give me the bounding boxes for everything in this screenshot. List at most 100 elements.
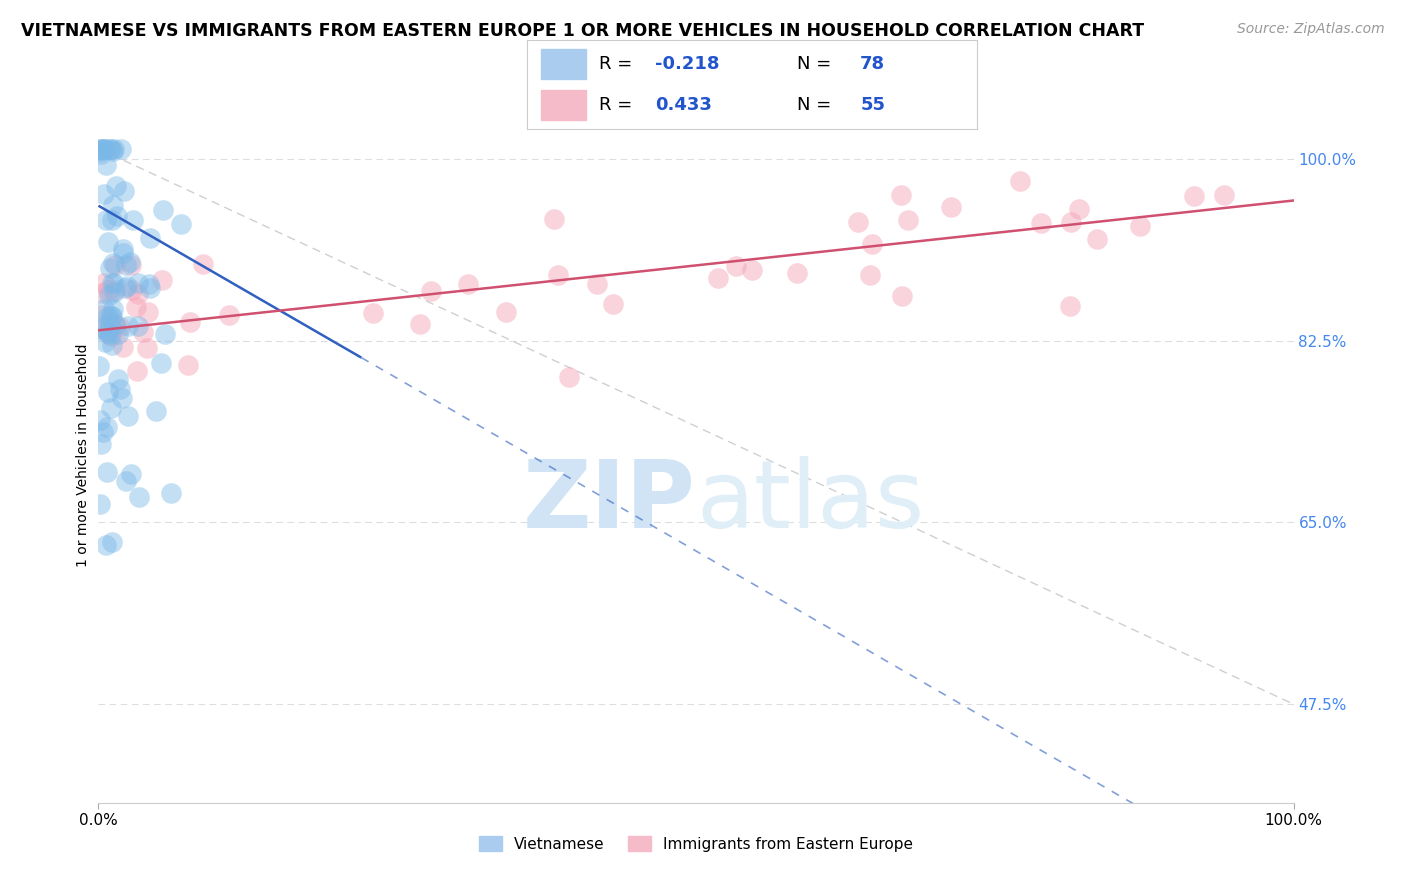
Point	[98, 260, 121, 275]
Y-axis label: 1 or more Vehicles in Household: 1 or more Vehicles in Household	[76, 343, 90, 566]
Point	[98, 314, 121, 328]
Point	[420, 284, 443, 298]
Point	[104, 258, 127, 272]
Point	[103, 285, 125, 299]
Point	[97, 326, 120, 340]
Point	[127, 318, 149, 333]
Point	[846, 215, 869, 229]
Point	[122, 213, 145, 227]
Point	[100, 309, 122, 323]
Point	[104, 317, 127, 331]
Point	[104, 283, 127, 297]
Point	[87, 322, 110, 336]
Point	[139, 231, 162, 245]
Point	[90, 436, 112, 450]
Point	[93, 142, 115, 156]
Point	[100, 326, 122, 341]
Point	[114, 258, 136, 272]
Point	[96, 213, 118, 227]
Point	[1085, 232, 1108, 246]
Point	[218, 308, 240, 322]
Text: 78: 78	[860, 55, 886, 73]
Point	[138, 277, 160, 291]
Point	[858, 268, 880, 282]
Point	[361, 306, 384, 320]
Point	[104, 179, 127, 194]
Point	[93, 301, 115, 316]
Text: atlas: atlas	[696, 456, 924, 548]
Point	[97, 384, 120, 399]
Point	[103, 142, 125, 156]
Point	[741, 263, 763, 277]
Text: -0.218: -0.218	[655, 55, 720, 73]
Text: Source: ZipAtlas.com: Source: ZipAtlas.com	[1237, 22, 1385, 37]
Point	[89, 142, 111, 156]
Point	[725, 259, 748, 273]
Point	[101, 144, 124, 158]
Point	[112, 184, 135, 198]
Point	[125, 301, 148, 315]
Point	[89, 497, 111, 511]
Point	[94, 334, 117, 349]
Text: 0.433: 0.433	[655, 96, 713, 114]
Point	[121, 283, 143, 297]
Point	[97, 283, 120, 297]
Point	[114, 281, 136, 295]
Point	[890, 188, 912, 202]
Point	[111, 246, 134, 260]
Point	[149, 356, 172, 370]
Point	[495, 305, 517, 319]
Point	[117, 279, 139, 293]
Point	[1067, 202, 1090, 216]
Point	[112, 243, 135, 257]
Point	[91, 285, 114, 300]
Point	[101, 535, 124, 549]
Point	[941, 200, 963, 214]
Point	[457, 277, 479, 291]
Text: R =: R =	[599, 96, 638, 114]
Point	[1031, 216, 1053, 230]
Point	[101, 213, 124, 227]
Point	[91, 308, 114, 322]
Point	[155, 326, 177, 341]
Point	[98, 142, 121, 156]
Point	[107, 326, 129, 341]
Point	[169, 217, 191, 231]
Point	[890, 289, 912, 303]
Point	[103, 276, 125, 290]
Point	[108, 382, 131, 396]
Text: N =: N =	[797, 55, 837, 73]
Point	[111, 391, 134, 405]
Point	[105, 209, 128, 223]
Point	[96, 324, 118, 338]
Point	[179, 315, 201, 329]
Point	[89, 147, 111, 161]
Point	[120, 258, 142, 272]
Point	[87, 359, 110, 374]
Point	[118, 254, 141, 268]
Point	[1060, 215, 1083, 229]
Point	[125, 364, 148, 378]
Point	[128, 491, 150, 505]
Point	[96, 538, 118, 552]
Point	[127, 276, 149, 290]
Point	[100, 328, 122, 343]
Point	[117, 318, 139, 333]
Point	[93, 142, 115, 156]
Point	[90, 144, 112, 158]
Legend: Vietnamese, Immigrants from Eastern Europe: Vietnamese, Immigrants from Eastern Euro…	[472, 830, 920, 858]
Point	[107, 372, 129, 386]
Text: ZIP: ZIP	[523, 456, 696, 548]
Point	[547, 268, 569, 283]
Point	[98, 319, 121, 334]
Point	[93, 276, 115, 290]
Point	[97, 288, 120, 302]
Point	[543, 211, 565, 226]
Point	[90, 320, 112, 334]
Point	[97, 309, 120, 323]
Point	[1182, 188, 1205, 202]
Point	[117, 409, 139, 424]
Point	[112, 340, 135, 354]
Point	[103, 302, 125, 317]
Point	[152, 203, 174, 218]
